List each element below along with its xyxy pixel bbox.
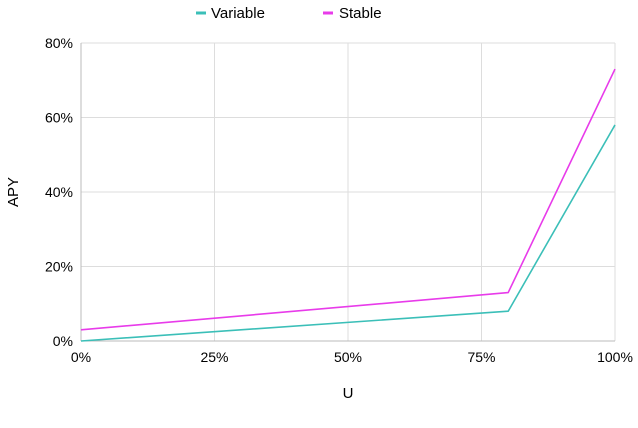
axes	[80, 43, 615, 342]
y-axis-title: APY	[5, 177, 22, 207]
x-tick-label: 0%	[71, 349, 91, 365]
legend-label-stable: Stable	[339, 5, 382, 22]
x-tick-label: 50%	[334, 349, 362, 365]
series-line-stable	[80, 68, 616, 331]
series-line-variable	[80, 124, 616, 342]
x-tick-label: 100%	[597, 349, 633, 365]
tick-labels: 0% 20% 40% 60% 80% 0% 25% 50% 75% 100%	[45, 35, 633, 365]
y-tick-label: 40%	[45, 184, 73, 200]
y-tick-label: 80%	[45, 35, 73, 51]
y-tick-label: 20%	[45, 259, 73, 275]
y-tick-label: 0%	[53, 333, 73, 349]
x-tick-label: 75%	[467, 349, 495, 365]
legend-label-variable: Variable	[211, 5, 265, 22]
grid	[81, 42, 616, 341]
series-lines	[80, 68, 616, 342]
legend: Variable Stable	[196, 5, 382, 22]
x-tick-label: 25%	[200, 349, 228, 365]
y-tick-label: 60%	[45, 110, 73, 126]
x-axis-title: U	[343, 385, 354, 402]
